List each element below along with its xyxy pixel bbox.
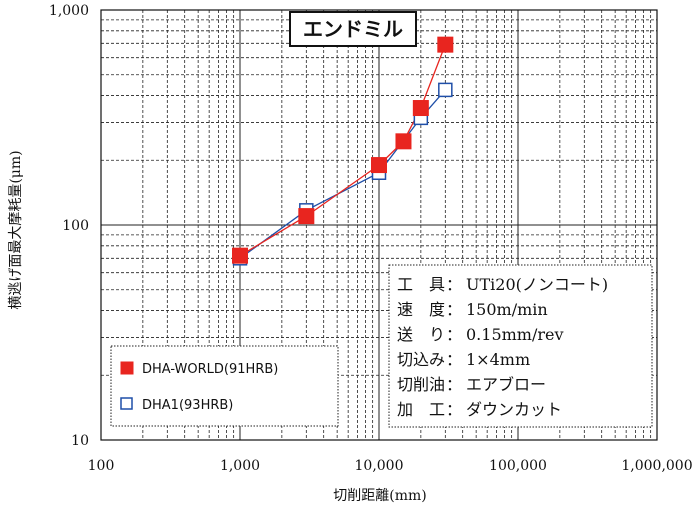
- condition-colon: ：: [446, 300, 462, 319]
- x-axis-label: 切削距離(mm): [333, 487, 426, 504]
- y-tick-label: 100: [62, 218, 89, 234]
- data-point-dha1: [438, 82, 453, 98]
- x-tick-label: 10,000: [355, 458, 404, 474]
- condition-colon: ：: [446, 275, 462, 294]
- tick-labels: 100 1,000 10,000 100,000 1,000,000 10 100 1,000: [49, 3, 693, 474]
- x-tick-label: 1,000,000: [621, 458, 692, 474]
- series-line-dha-world: [239, 44, 446, 257]
- condition-label: 切削油: [397, 375, 445, 394]
- legend-marker-dha-world: [120, 361, 134, 375]
- y-axis-label: 横逃げ面最大摩耗量(μm): [7, 150, 24, 309]
- condition-value: エアブロー: [466, 375, 546, 394]
- x-tick-label: 100,000: [489, 458, 547, 474]
- condition-label: 切込み: [397, 350, 445, 369]
- condition-value: 0.15mm/rev: [466, 325, 564, 344]
- condition-value: ダウンカット: [466, 400, 562, 419]
- condition-value: UTi20(ノンコート): [466, 275, 608, 294]
- legend-frame: [110, 345, 339, 427]
- condition-colon: ：: [446, 375, 462, 394]
- legend: DHA-WORLD(91HRB) DHA1(93HRB): [110, 345, 339, 427]
- y-tick-label: 10: [71, 433, 89, 449]
- data-point-dha-world: [371, 157, 387, 174]
- x-tick-label: 100: [88, 458, 115, 474]
- chart-title: エンドミル: [303, 17, 403, 41]
- condition-label: 速 度: [397, 300, 445, 319]
- legend-label-dha-world: DHA-WORLD(91HRB): [142, 362, 278, 377]
- x-tick-label: 1,000: [220, 458, 260, 474]
- chart-title-box: エンドミル: [289, 11, 417, 47]
- plot-frame: [100, 9, 658, 441]
- legend-label-dha1: DHA1(93HRB): [142, 398, 233, 413]
- data-point-dha-world: [232, 247, 248, 264]
- series: [232, 36, 454, 266]
- data-point-dha-world: [412, 100, 429, 117]
- data-point-dha-world: [298, 208, 315, 225]
- data-point-dha-world: [395, 133, 412, 150]
- condition-label: 送 り: [397, 325, 445, 344]
- condition-colon: ：: [446, 400, 462, 419]
- data-point-dha-world: [437, 36, 454, 53]
- condition-colon: ：: [446, 325, 462, 344]
- condition-colon: ：: [446, 350, 462, 369]
- conditions-frame: [388, 264, 653, 428]
- condition-label: 工 具: [397, 275, 445, 294]
- legend-marker-dha1: [120, 397, 133, 410]
- condition-value: 1×4mm: [466, 350, 530, 369]
- y-tick-label: 1,000: [49, 3, 89, 19]
- condition-value: 150m/min: [466, 300, 548, 319]
- condition-label: 加 工: [397, 400, 445, 419]
